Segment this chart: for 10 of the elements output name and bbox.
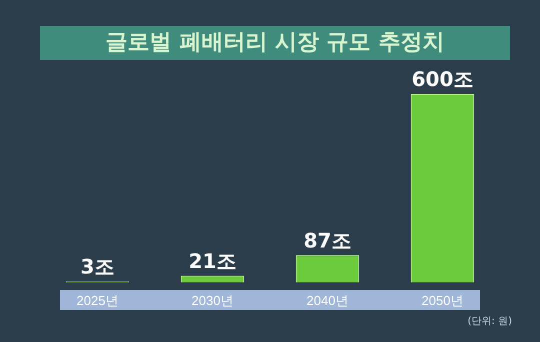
data-label: 87조 bbox=[304, 228, 352, 252]
data-label: 600조 bbox=[412, 67, 474, 92]
x-tick-label: 2050년 bbox=[422, 292, 464, 308]
text: (단위: 원) bbox=[468, 315, 512, 328]
x-tick-label: 2040년 bbox=[306, 292, 348, 308]
data-label: 21조 bbox=[188, 249, 236, 274]
x-tick-label: 2025년 bbox=[76, 292, 118, 308]
x-tick-label: 2030년 bbox=[192, 292, 234, 308]
chart-title: 글로벌 폐배터리 시장 규모 추정치 bbox=[40, 26, 510, 60]
data-label: 3조 bbox=[80, 254, 114, 279]
